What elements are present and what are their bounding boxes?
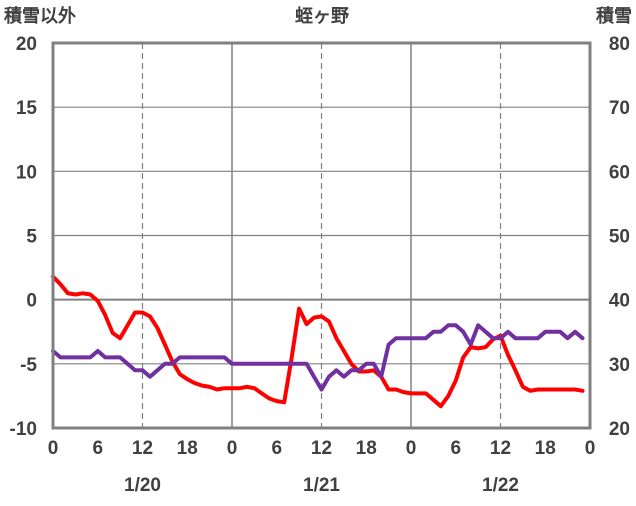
y-right-tick-label: 30 <box>609 355 630 376</box>
x-tick-label: 6 <box>92 438 103 459</box>
x-tick-label: 18 <box>356 438 377 459</box>
y-right-tick-label: 80 <box>609 34 630 55</box>
y-right-tick-label: 50 <box>609 227 630 248</box>
chart-title: 蛭ヶ野 <box>295 6 349 26</box>
y-left-tick-label: 15 <box>16 98 38 119</box>
y-left-tick-label: 20 <box>16 34 37 55</box>
y-right-tick-label: 40 <box>609 291 630 312</box>
y-left-tick-label: 5 <box>26 227 37 248</box>
x-tick-label: 12 <box>490 438 511 459</box>
x-tick-label: 0 <box>585 438 596 459</box>
x-tick-label: 0 <box>406 438 417 459</box>
series-line-2 <box>51 323 585 392</box>
series-layer <box>51 274 585 409</box>
x-tick-label: 18 <box>535 438 556 459</box>
x-tick-label: 0 <box>48 438 59 459</box>
y-left-tick-label: 0 <box>26 291 37 312</box>
date-label: 1/21 <box>303 475 340 496</box>
y-left-tick-label: -5 <box>20 355 37 376</box>
x-tick-label: 6 <box>450 438 461 459</box>
y-axis-right-title: 積雪 <box>595 5 632 26</box>
date-label: 1/22 <box>482 475 519 496</box>
x-tick-label: 0 <box>227 438 238 459</box>
y-left-tick-label: -10 <box>10 419 37 440</box>
y-right-tick-label: 20 <box>609 419 630 440</box>
grid-layer <box>53 43 590 428</box>
y-axis-left-title: 積雪以外 <box>3 5 76 26</box>
x-tick-label: 18 <box>177 438 198 459</box>
date-label: 1/20 <box>124 475 161 496</box>
y-right-tick-label: 70 <box>609 98 630 119</box>
y-right-tick-label: 60 <box>609 162 630 183</box>
x-tick-label: 12 <box>132 438 153 459</box>
plot-area-frame <box>51 41 592 430</box>
x-tick-label: 6 <box>271 438 282 459</box>
x-tick-label: 12 <box>311 438 332 459</box>
y-left-tick-label: 10 <box>16 162 37 183</box>
